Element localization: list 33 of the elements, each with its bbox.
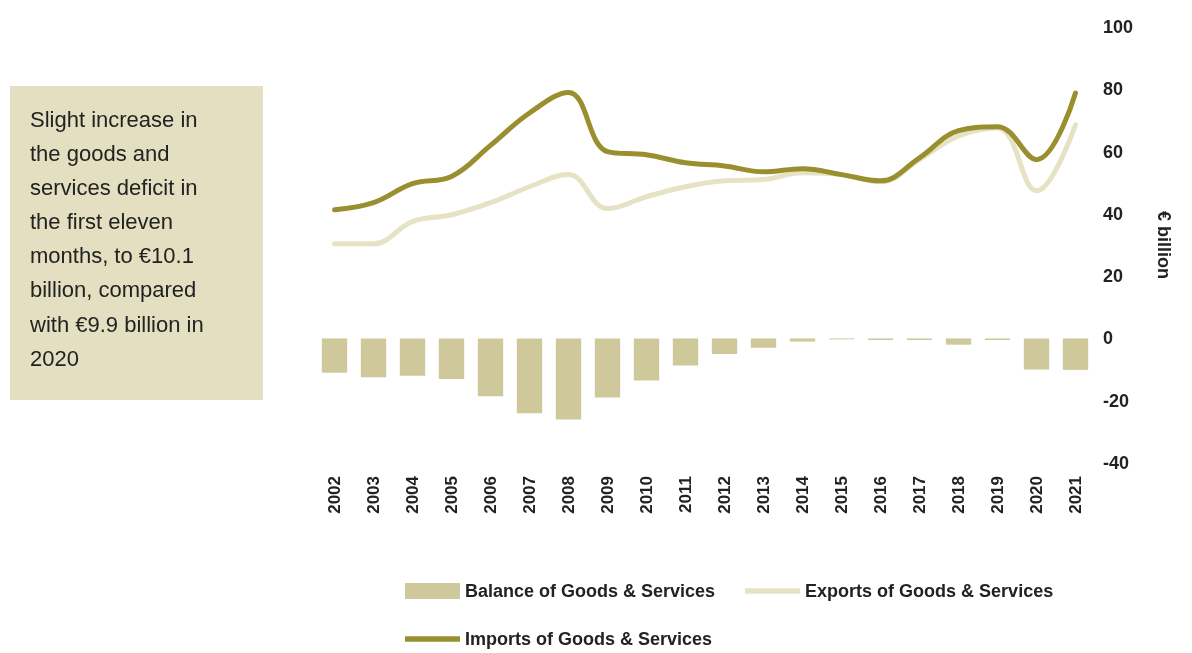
x-tick-label: 2007 xyxy=(520,476,539,514)
y-tick-label: -20 xyxy=(1103,390,1130,411)
x-tick-label: 2008 xyxy=(559,476,578,514)
x-tick-label: 2002 xyxy=(325,476,344,514)
x-tick-label: 2005 xyxy=(442,476,461,514)
y-axis-title: € billion xyxy=(1154,210,1174,280)
x-tick-label: 2006 xyxy=(481,476,500,514)
legend-label: Balance of Goods & Services xyxy=(465,581,716,601)
y-tick-label: 0 xyxy=(1103,328,1114,349)
x-tick-label: 2015 xyxy=(832,476,851,514)
x-tick-label: 2020 xyxy=(1027,476,1046,514)
x-tick-label: 2011 xyxy=(676,476,695,513)
x-tick-label: 2013 xyxy=(754,476,773,514)
y-tick-label: 100 xyxy=(1103,17,1134,37)
x-tick-label: 2004 xyxy=(403,475,422,514)
x-tick-label: 2010 xyxy=(637,476,656,514)
x-tick-label: 2014 xyxy=(793,475,812,514)
y-tick-label: 40 xyxy=(1103,203,1124,224)
x-tick-label: 2016 xyxy=(871,476,890,514)
x-tick-label: 2017 xyxy=(910,476,929,514)
y-tick-label: -40 xyxy=(1103,453,1130,473)
x-tick-label: 2019 xyxy=(988,476,1007,514)
x-tick-label: 2018 xyxy=(949,476,968,514)
y-tick-label: 80 xyxy=(1103,79,1124,100)
text: Slight increase in the goods and services deficit in the first eleven months, to €10.1 billion, compared with €9.9 billion in 2020 xyxy=(10,86,263,400)
y-tick-label: 60 xyxy=(1103,141,1124,162)
x-tick-label: 2012 xyxy=(715,476,734,514)
y-tick-label: 20 xyxy=(1103,266,1124,287)
legend-label: Exports of Goods & Services xyxy=(805,581,1054,601)
x-tick-label: 2021 xyxy=(1066,476,1085,514)
x-tick-label: 2003 xyxy=(364,476,383,514)
legend-label: Imports of Goods & Services xyxy=(465,629,713,649)
x-tick-label: 2009 xyxy=(598,476,617,514)
